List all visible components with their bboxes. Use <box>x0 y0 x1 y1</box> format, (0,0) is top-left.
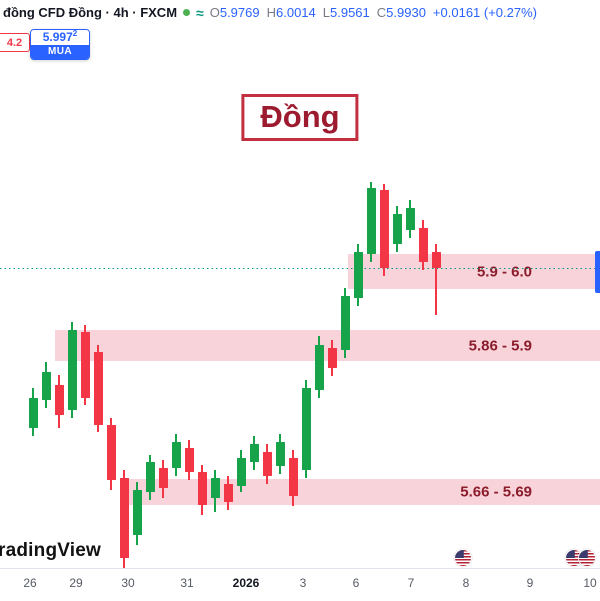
symbol-header: đồng CFD Đồng · 4h · FXCM ≈ O5.9769 H6.0… <box>3 5 537 20</box>
buy-price: 5.9972 <box>31 30 89 45</box>
candle <box>159 468 168 488</box>
change-value: +0.0161 (+0.27%) <box>432 5 537 20</box>
candle <box>198 472 207 505</box>
close-pair: C5.9930 <box>377 5 426 20</box>
market-status-dot-icon <box>183 9 191 16</box>
candle <box>276 442 285 466</box>
candle <box>289 458 298 496</box>
time-axis-label: 7 <box>407 576 415 590</box>
time-axis-label: 9 <box>526 576 534 590</box>
zone-label: 5.9 - 6.0 <box>476 263 532 280</box>
buy-button[interactable]: 5.9972 MUA <box>30 29 90 60</box>
candle <box>406 208 415 230</box>
symbol-title[interactable]: đồng CFD Đồng · 4h · FXCM <box>3 5 178 20</box>
time-axis-label: 29 <box>69 576 83 590</box>
zone-label: 5.86 - 5.9 <box>468 337 532 354</box>
candle <box>211 478 220 498</box>
candle <box>302 388 311 470</box>
candle <box>94 352 103 425</box>
delayed-data-icon: ≈ <box>196 4 204 21</box>
time-axis-label: 26 <box>23 576 37 590</box>
price-zone: 5.9 - 6.0 <box>348 254 600 289</box>
candle <box>55 385 64 415</box>
low-pair: L5.9561 <box>323 5 370 20</box>
time-axis-label: 6 <box>352 576 360 590</box>
candle <box>419 228 428 262</box>
us-flag-icon[interactable] <box>566 550 582 566</box>
candle <box>224 484 233 502</box>
us-flag-icon[interactable] <box>455 550 471 566</box>
time-axis[interactable]: 26 29 30 31 2026 3 6 7 8 9 10 <box>0 568 600 601</box>
high-label: H <box>266 5 276 20</box>
candle <box>341 296 350 350</box>
candle <box>172 442 181 468</box>
candle <box>133 490 142 535</box>
candle <box>354 252 363 298</box>
candle <box>432 252 441 268</box>
us-flag-icon[interactable] <box>579 550 595 566</box>
candle <box>42 372 51 400</box>
candle <box>393 214 402 244</box>
candle <box>81 332 90 398</box>
open-label: O <box>209 5 220 20</box>
candle <box>68 330 77 410</box>
time-axis-label: 8 <box>462 576 470 590</box>
candle <box>250 444 259 462</box>
open-pair: O5.9769 <box>210 5 260 20</box>
candle <box>120 478 129 558</box>
tradingview-watermark: radingView <box>0 540 102 561</box>
close-label: C <box>376 5 387 20</box>
open-value: 5.9769 <box>219 5 260 20</box>
candle <box>315 345 324 390</box>
candle-wick <box>435 244 437 315</box>
high-value: 6.0014 <box>276 5 316 20</box>
time-axis-label: 31 <box>180 576 194 590</box>
candle <box>29 398 38 428</box>
buy-label: MUA <box>31 45 89 59</box>
time-axis-label: 30 <box>121 576 135 590</box>
candle <box>237 458 246 486</box>
candle <box>107 425 116 480</box>
chart-title-annotation: Đồng <box>241 94 359 142</box>
candle <box>367 188 376 254</box>
price-axis-buy-marker <box>595 251 600 293</box>
close-value: 5.9930 <box>386 5 426 20</box>
low-value: 5.9561 <box>330 5 370 20</box>
price-zone: 5.66 - 5.69 <box>124 479 600 505</box>
candle <box>380 190 389 268</box>
time-axis-label: 2026 <box>232 576 260 590</box>
candle <box>146 462 155 492</box>
current-price-line <box>0 268 600 269</box>
time-axis-label: 3 <box>299 576 307 590</box>
candle <box>328 348 337 368</box>
ohlc-values: O5.9769 H6.0014 L5.9561 C5.9930 +0.0161 … <box>210 5 537 20</box>
candle <box>185 448 194 472</box>
high-pair: H6.0014 <box>267 5 316 20</box>
sell-button[interactable]: 4.2 <box>0 33 30 52</box>
low-label: L <box>322 5 330 20</box>
candle <box>263 452 272 476</box>
sell-price: 4.2 <box>6 36 23 49</box>
time-axis-label: 10 <box>583 576 597 590</box>
zone-label: 5.66 - 5.69 <box>460 483 532 501</box>
price-zone: 5.86 - 5.9 <box>55 330 600 361</box>
